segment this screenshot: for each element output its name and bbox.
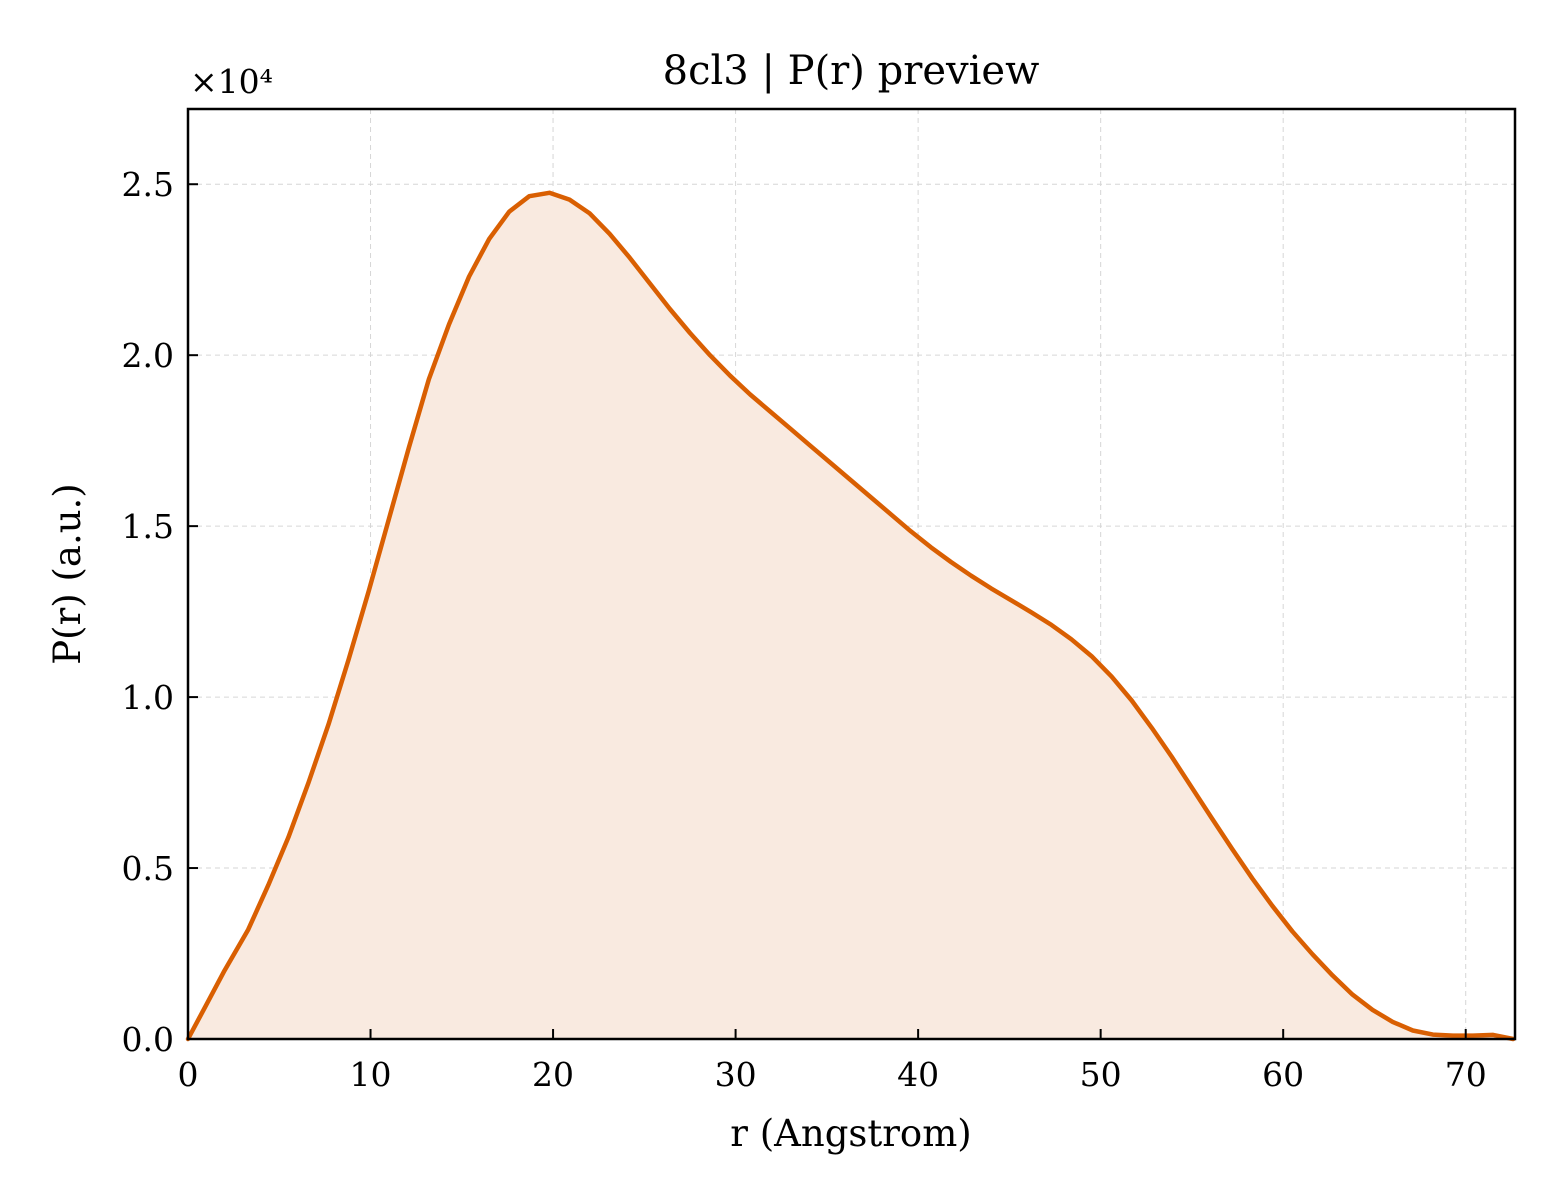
plot-frame	[186, 107, 1517, 1041]
y-tick-label: 2.5	[122, 165, 174, 204]
y-tick-label: 0.0	[122, 1020, 174, 1059]
x-axis: 0 10 20 30 40 50 60 70	[178, 1029, 1487, 1094]
chart-title: 8cl3 | P(r) preview	[663, 48, 1040, 94]
y-tick-label: 1.5	[122, 507, 174, 546]
y-axis: 0.0 0.5 1.0 1.5 2.0 2.5	[122, 165, 198, 1059]
y-tick-label: 2.0	[122, 336, 174, 375]
x-tick-label: 0	[178, 1055, 199, 1094]
x-tick-label: 40	[897, 1055, 939, 1094]
series-line	[185, 190, 1516, 1042]
x-tick-label: 20	[532, 1055, 574, 1094]
y-tick-label: 0.5	[122, 849, 174, 888]
x-tick-label: 50	[1080, 1055, 1122, 1094]
x-axis-label: r (Angstrom)	[730, 1112, 971, 1155]
y-tick-label: 1.0	[122, 678, 174, 717]
x-tick-label: 70	[1445, 1055, 1487, 1094]
x-tick-label: 30	[715, 1055, 757, 1094]
x-tick-label: 10	[350, 1055, 392, 1094]
x-tick-label: 60	[1262, 1055, 1304, 1094]
area-fill	[188, 192, 1514, 1040]
y-axis-label: P(r) (a.u.)	[46, 483, 89, 665]
y-multiplier-label: ×10⁴	[190, 62, 273, 101]
